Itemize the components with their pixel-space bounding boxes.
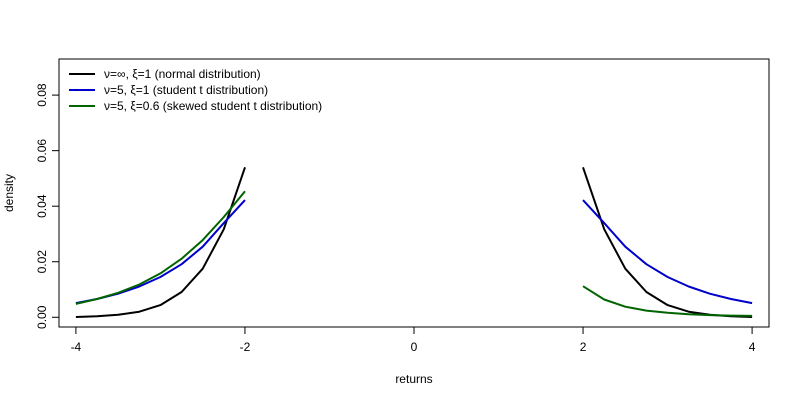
series-3-line-left — [75, 190, 246, 305]
series-2-line-left — [75, 199, 246, 305]
series-2-line-right — [582, 199, 753, 305]
x-axis-label: returns — [395, 372, 432, 386]
legend-label-1: ν=∞, ξ=1 (normal distribution) — [104, 67, 261, 81]
x-tick-label: 0 — [411, 340, 418, 354]
y-tick-label: 0.00 — [35, 305, 49, 329]
x-tick-label: 2 — [580, 340, 587, 354]
y-tick-label: 0.04 — [35, 194, 49, 218]
series-layer — [75, 166, 753, 318]
series-3-line-right — [582, 285, 753, 317]
y-axis: 0.00 0.02 0.04 0.06 0.08 — [35, 83, 60, 329]
legend-label-2: ν=5, ξ=1 (student t distribution) — [104, 83, 268, 97]
series-1-line-left — [75, 166, 246, 318]
x-axis: -4 -2 0 2 4 — [71, 326, 756, 354]
y-axis-label: density — [2, 174, 16, 212]
x-tick-label: -4 — [71, 340, 82, 354]
legend: ν=∞, ξ=1 (normal distribution) ν=5, ξ=1 (… — [69, 67, 322, 113]
x-tick-label: 4 — [749, 340, 756, 354]
y-tick-label: 0.08 — [35, 83, 49, 107]
y-tick-label: 0.06 — [35, 139, 49, 163]
y-tick-label: 0.02 — [35, 250, 49, 274]
legend-label-3: ν=5, ξ=0.6 (skewed student t distributio… — [104, 99, 322, 113]
x-tick-label: -2 — [240, 340, 251, 354]
series-1-line-right — [582, 166, 753, 318]
